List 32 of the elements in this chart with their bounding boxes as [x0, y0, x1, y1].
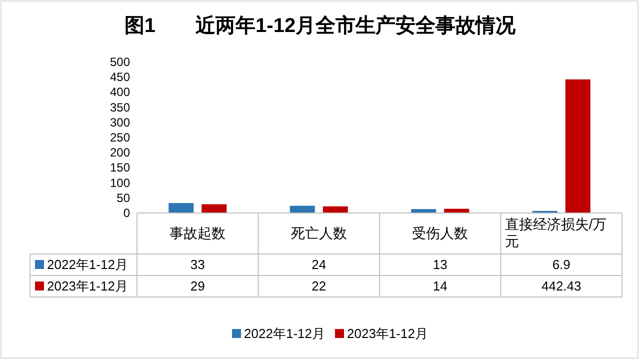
y-tick-label: 100	[110, 176, 130, 190]
y-tick-label: 350	[110, 100, 130, 114]
x-tick-label: 事故起数	[170, 225, 226, 241]
chart-title: 图1 近两年1-12月全市生产安全事故情况	[124, 14, 517, 37]
data-label: 14	[432, 278, 448, 294]
y-tick-label: 200	[110, 146, 130, 160]
data-label: 22	[312, 278, 326, 294]
x-tick-label: 直接经济损失/万元	[504, 216, 607, 249]
data-label: 33	[190, 257, 205, 272]
data-label: 29	[190, 278, 205, 294]
y-tick-label: 500	[110, 55, 130, 69]
y-tick-label: 250	[110, 130, 130, 144]
x-tick-label: 受伤人数	[412, 225, 468, 241]
x-tick-label: 死亡人数	[290, 225, 347, 241]
y-tick-label: 450	[110, 70, 130, 84]
data-label: 13	[432, 257, 448, 272]
bar	[168, 203, 194, 213]
bar	[322, 206, 348, 213]
bar	[290, 206, 315, 213]
bar	[202, 204, 227, 213]
data-label: 24	[312, 257, 326, 272]
bar	[565, 79, 590, 213]
data-label: 6.9	[552, 257, 570, 272]
legend-label: 2023年1-12月	[47, 278, 128, 294]
legend: 2022年1-12月 2023年1-12月	[232, 326, 428, 341]
legend-label: 2022年1-12月	[47, 257, 128, 272]
data-label: 442.43	[541, 278, 582, 294]
y-tick-label: 300	[110, 115, 130, 130]
y-tick-label: 0	[123, 206, 130, 220]
y-tick-label: 150	[110, 160, 130, 175]
y-tick-label: 50	[116, 190, 130, 205]
y-tick-label: 400	[110, 85, 130, 100]
